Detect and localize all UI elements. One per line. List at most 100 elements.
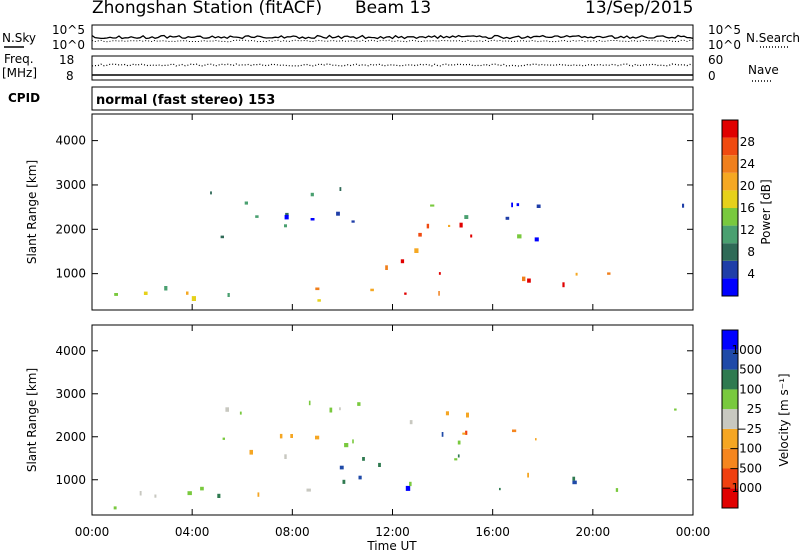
x-tick-label: 00:00 (676, 525, 711, 539)
colorbar-frame (721, 119, 739, 297)
freq-left-tick-bottom: 8 (66, 69, 74, 83)
nave-trace (91, 63, 694, 67)
nave-right-tick-top: 60 (708, 53, 723, 67)
nsky-panel: N.Sky 10^5 10^0 10^5 10^0 N.Search (2, 23, 800, 52)
data-cell (357, 402, 361, 406)
data-cell (191, 296, 196, 301)
data-cell (405, 485, 411, 491)
data-cell (457, 454, 460, 458)
data-cell (409, 420, 413, 425)
data-cell (414, 248, 419, 253)
data-cell (511, 202, 513, 208)
cpid-panel: CPID normal (fast stereo) 153 (8, 86, 694, 111)
data-cell (466, 412, 469, 418)
data-cell (459, 222, 463, 228)
data-cell (310, 218, 315, 221)
data-cell (339, 187, 342, 191)
power-y-ticks: 4000 3000 2000 1000 (55, 134, 693, 281)
y-tick-label: 3000 (55, 387, 86, 401)
x-axis-label: Time UT (366, 539, 417, 553)
data-cell (217, 493, 221, 498)
y-tick-label: 4000 (55, 134, 86, 148)
power-colorbar: 28 24 20 16 12 8 4 (721, 119, 755, 297)
data-cell (329, 407, 333, 413)
y-tick-label: 1000 (55, 473, 86, 487)
colorbar-tick-label: 16 (740, 201, 755, 215)
data-cell (385, 265, 388, 270)
data-cell (187, 491, 192, 496)
data-cell (404, 292, 407, 295)
data-cell (438, 291, 440, 296)
freq-frame (91, 55, 694, 81)
nsky-frame (91, 24, 694, 50)
data-cell (310, 192, 314, 197)
data-cell (522, 276, 526, 282)
data-cell (336, 211, 340, 216)
data-cell (674, 408, 677, 411)
data-cell (143, 291, 148, 295)
nave-right-tick-bottom: 0 (708, 69, 716, 83)
data-cell (114, 293, 118, 296)
data-cell (200, 486, 204, 491)
x-tick-label: 20:00 (576, 525, 611, 539)
colorbar-swatch (722, 349, 738, 370)
data-cell (575, 272, 578, 276)
cpid-text: normal (fast stereo) 153 (96, 93, 275, 108)
data-cell (607, 272, 611, 275)
data-cell (499, 487, 501, 491)
data-cell (378, 462, 381, 467)
data-cell (351, 220, 355, 223)
data-cell (284, 454, 287, 459)
colorbar-swatch (722, 120, 738, 138)
colorbar-swatch (722, 428, 738, 449)
x-tick-label: 12:00 (375, 525, 410, 539)
nsky-trace (91, 34, 694, 40)
data-cell (418, 232, 422, 237)
colorbar-tick-label: 1000 (731, 343, 762, 357)
data-cell (457, 440, 461, 445)
data-cell (438, 272, 441, 275)
x-tick-label: 16:00 (475, 525, 510, 539)
colorbar-tick-label: 28 (740, 135, 755, 149)
data-cell (210, 191, 212, 195)
data-cell (400, 259, 405, 264)
data-cell (342, 479, 346, 484)
colorbar-swatch (722, 409, 738, 429)
data-cell (536, 204, 541, 208)
colorbar-tick-label: −1000 (721, 481, 762, 495)
data-cell (139, 491, 142, 496)
colorbar-tick-label: −100 (729, 442, 762, 456)
colorbar-tick-label: 100 (739, 382, 762, 396)
colorbar-swatch (722, 389, 738, 410)
colorbar-swatch (722, 172, 738, 191)
nsky-left-tick-bottom: 10^0 (52, 38, 85, 52)
data-cell (535, 438, 537, 441)
data-cell (308, 400, 311, 406)
data-cell (225, 407, 229, 412)
data-cell (572, 476, 576, 481)
data-cell (285, 212, 289, 216)
data-cell (284, 214, 289, 220)
data-cell (164, 286, 168, 291)
velocity-panel: 4000 3000 2000 1000 Slant Range [km] 1000 50… (25, 324, 791, 516)
data-cell (615, 488, 619, 492)
data-cell (239, 411, 242, 415)
nsky-right-tick-bottom: 10^0 (708, 38, 741, 52)
data-cell (445, 411, 449, 416)
data-cell (516, 203, 520, 207)
data-cell (315, 435, 320, 440)
station-title: Zhongshan Station (fitACF) (92, 0, 323, 18)
y-tick-label: 3000 (55, 178, 86, 192)
power-data-cells (114, 187, 685, 302)
colorbar-tick-label: 4 (747, 267, 755, 281)
data-cell (512, 429, 517, 433)
cpid-frame (91, 86, 694, 111)
data-cell (113, 506, 117, 510)
colorbar-tick-label: 24 (740, 157, 755, 171)
nsky-label: N.Sky (2, 31, 36, 45)
power-panel: 4000 3000 2000 1000 Slant Range [km] 28 24 20… (25, 113, 773, 311)
data-cell (344, 443, 349, 448)
data-cell (527, 472, 529, 478)
nave-label: Nave (748, 63, 779, 77)
